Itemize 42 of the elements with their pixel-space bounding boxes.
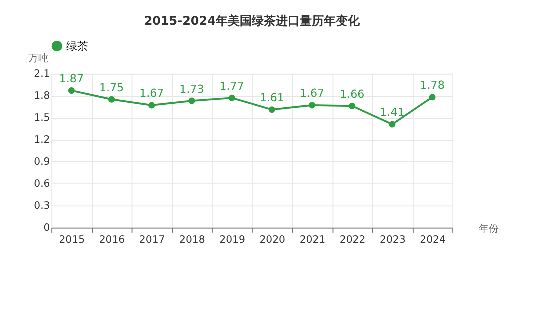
point [389, 121, 396, 128]
x-tick-label: 2024 [420, 235, 446, 246]
x-tick-label: 2019 [220, 235, 246, 246]
data-label: 1.41 [380, 106, 405, 120]
data-label: 1.66 [340, 88, 365, 101]
point [188, 98, 196, 104]
data-label: 1.61 [260, 92, 284, 105]
data-label: 1.67 [140, 87, 164, 100]
y-tick-label: 0.3 [34, 201, 50, 212]
y-tick-label: 1.2 [34, 135, 50, 146]
x-axis-title: 年份 [479, 223, 500, 236]
point [268, 106, 276, 114]
x-tick-label: 2021 [300, 235, 326, 246]
y-tick-label: 0.9 [34, 157, 50, 168]
y-axis-title: 万吨 [28, 52, 48, 64]
data-label: 1.77 [220, 80, 244, 93]
point [228, 94, 236, 102]
point [108, 96, 116, 103]
x-tick-label: 2022 [340, 235, 366, 246]
point [349, 102, 356, 110]
x-tick-label: 2018 [180, 235, 206, 246]
x-tick-label: 2017 [139, 235, 166, 246]
point [309, 102, 316, 109]
x-tick-label: 2016 [99, 235, 126, 246]
data-label: 1.75 [99, 81, 124, 94]
chart-title: 2015-2024年美国绿茶进口量历年变化 [144, 14, 361, 28]
point [148, 102, 156, 109]
data-label: 1.67 [300, 87, 325, 100]
x-tick-label: 2020 [260, 235, 286, 246]
data-label: 1.87 [59, 72, 84, 86]
x-tick-label: 2015 [59, 235, 86, 246]
y-tick-label: 1.8 [34, 91, 50, 102]
legend-label: 绿茶 [66, 40, 88, 53]
data-label: 1.78 [420, 79, 445, 92]
y-tick-label: 1.5 [34, 113, 50, 124]
point [429, 94, 436, 101]
point [68, 88, 75, 94]
y-tick-label: 2.1 [34, 69, 50, 80]
x-tick-label: 2023 [380, 235, 406, 246]
y-tick-label: 0.6 [34, 179, 50, 190]
data-label: 1.73 [180, 82, 204, 96]
y-tick-label: 0 [44, 223, 50, 234]
